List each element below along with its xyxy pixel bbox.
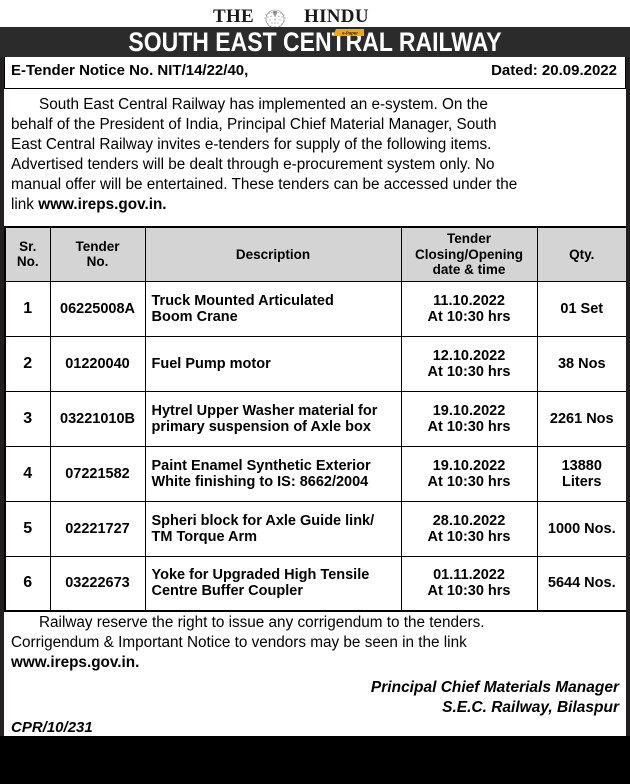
svg-text:e-Paper: e-Paper xyxy=(342,30,358,35)
